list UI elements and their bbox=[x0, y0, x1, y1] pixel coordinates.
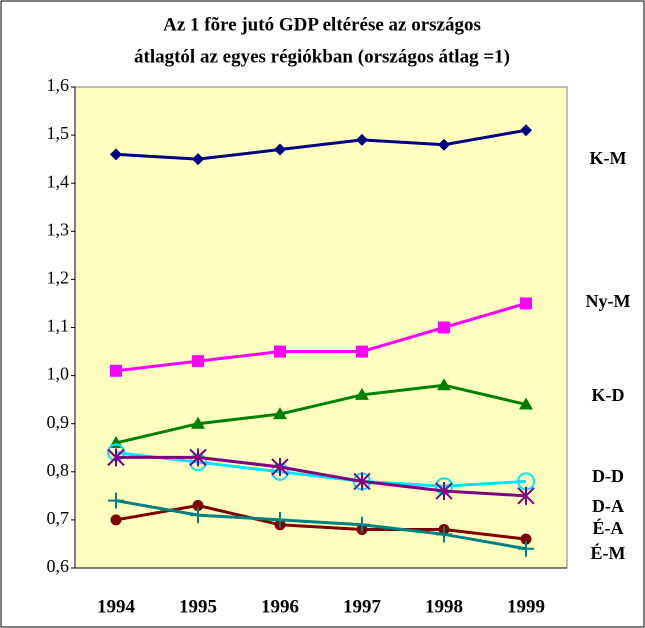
marker bbox=[192, 355, 204, 368]
marker bbox=[108, 492, 124, 509]
series-line bbox=[115, 503, 527, 541]
marker bbox=[520, 533, 532, 545]
y-tick-label: 1,3 bbox=[47, 219, 70, 239]
marker bbox=[356, 345, 368, 358]
series-line bbox=[115, 499, 527, 551]
y-tick-label: 0,7 bbox=[47, 508, 70, 528]
x-tick-label: 1996 bbox=[261, 596, 299, 617]
y-tick-label: 1,4 bbox=[47, 171, 70, 191]
y-tick-label: 0,9 bbox=[47, 412, 70, 432]
marker bbox=[518, 540, 534, 557]
marker bbox=[274, 143, 286, 156]
marker bbox=[191, 416, 205, 429]
marker bbox=[520, 124, 532, 137]
marker bbox=[355, 387, 369, 400]
marker bbox=[273, 407, 287, 420]
marker bbox=[192, 499, 204, 511]
marker bbox=[274, 345, 286, 358]
x-tick-label: 1995 bbox=[179, 596, 217, 617]
marker bbox=[271, 457, 289, 476]
marker bbox=[192, 153, 204, 166]
y-tick-label: 1,1 bbox=[47, 316, 70, 336]
y-tick-label: 1,2 bbox=[47, 268, 70, 288]
chart-title: átlagtól az egyes régiókban (országos át… bbox=[134, 46, 510, 67]
marker bbox=[354, 516, 370, 533]
x-tick-label: 1994 bbox=[97, 596, 136, 617]
marker bbox=[356, 133, 368, 146]
x-tick-label: 1997 bbox=[343, 596, 382, 617]
marker bbox=[107, 448, 125, 467]
marker bbox=[189, 448, 207, 467]
marker bbox=[353, 472, 371, 491]
marker bbox=[438, 321, 450, 334]
marker bbox=[110, 148, 122, 161]
series-label: É-A bbox=[593, 517, 624, 538]
x-tick-label: 1998 bbox=[425, 596, 463, 617]
series-label: É-M bbox=[591, 542, 626, 563]
marker bbox=[517, 486, 535, 505]
series-label: D-A bbox=[592, 496, 624, 516]
series-line bbox=[116, 455, 527, 498]
series-label: K-M bbox=[590, 148, 627, 168]
marker bbox=[438, 138, 450, 151]
y-tick-label: 1,5 bbox=[47, 123, 70, 143]
y-tick-label: 1,0 bbox=[47, 364, 70, 384]
series-line bbox=[115, 302, 527, 373]
series-label: Ny-M bbox=[586, 291, 631, 311]
marker bbox=[190, 507, 206, 524]
marker bbox=[110, 514, 122, 526]
marker bbox=[520, 297, 532, 310]
marker bbox=[110, 364, 122, 377]
y-tick-label: 0,6 bbox=[47, 556, 70, 576]
y-tick-label: 1,6 bbox=[47, 75, 70, 95]
series-label: K-D bbox=[592, 385, 625, 405]
series-line bbox=[115, 451, 527, 488]
series-label: D-D bbox=[592, 466, 624, 486]
marker bbox=[435, 482, 453, 501]
marker bbox=[437, 378, 451, 391]
x-tick-label: 1999 bbox=[507, 596, 545, 617]
series-line bbox=[115, 383, 527, 445]
chart-title: Az 1 fõre jutó GDP eltérése az országos bbox=[163, 14, 481, 35]
plot-area bbox=[74, 86, 568, 569]
marker bbox=[436, 526, 452, 543]
y-tick-label: 0,8 bbox=[47, 460, 70, 480]
marker bbox=[272, 511, 288, 528]
marker bbox=[519, 397, 533, 410]
series-line bbox=[115, 128, 527, 161]
